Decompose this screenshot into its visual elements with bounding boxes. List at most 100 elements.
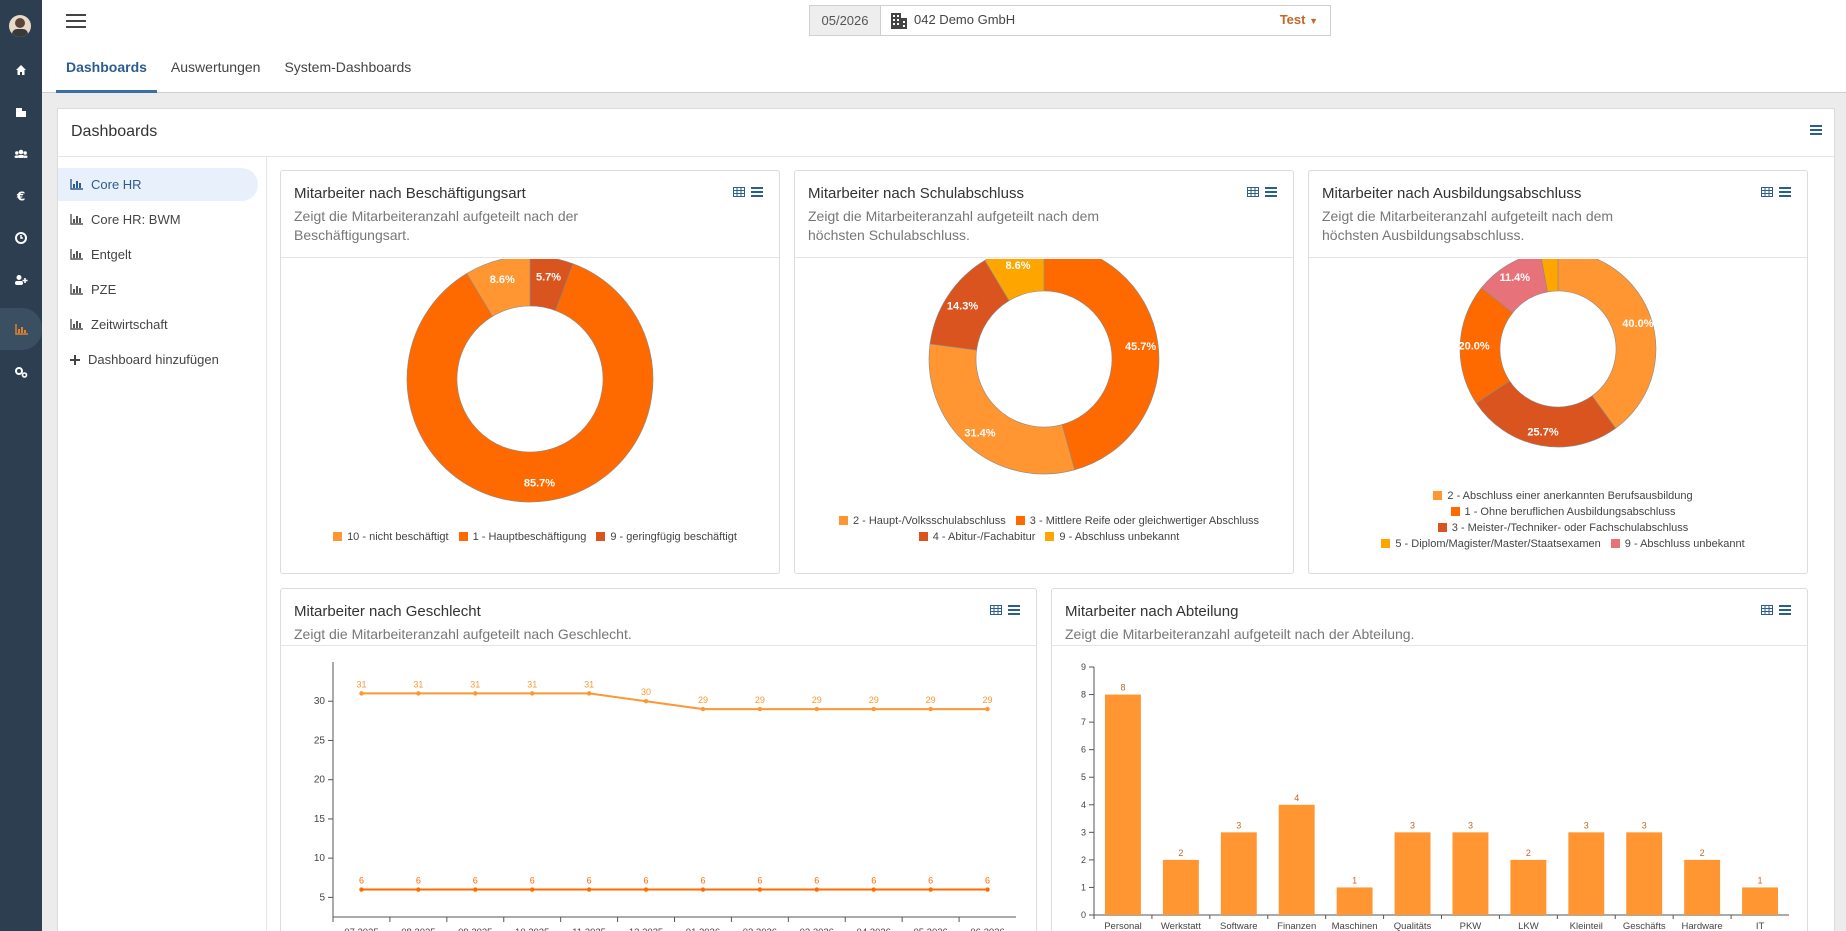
avatar[interactable] <box>9 15 31 37</box>
card-tools <box>1761 187 1791 197</box>
bar[interactable] <box>1394 832 1431 915</box>
add-dashboard-button[interactable]: Dashboard hinzufügen <box>58 343 258 376</box>
data-point[interactable] <box>586 887 592 892</box>
bar[interactable] <box>1278 804 1315 915</box>
data-point[interactable] <box>643 887 649 892</box>
bar[interactable] <box>1162 859 1199 915</box>
menu-icon[interactable] <box>751 187 763 197</box>
card-header: Mitarbeiter nach Abteilung Zeigt die Mit… <box>1052 589 1807 646</box>
legend-item[interactable]: 2 - Haupt-/Volksschulabschluss <box>829 515 1006 527</box>
menu-icon[interactable] <box>1265 187 1277 197</box>
gears-icon[interactable] <box>0 351 42 393</box>
dashboard-item-pze[interactable]: PZE <box>58 273 258 306</box>
data-point[interactable] <box>416 887 421 892</box>
table-icon[interactable] <box>733 187 745 197</box>
bar-chart-icon[interactable] <box>0 308 42 350</box>
bar[interactable] <box>1452 832 1489 915</box>
pie-slice[interactable] <box>1540 259 1559 293</box>
euro-icon[interactable]: € <box>0 175 42 217</box>
pie-slice[interactable] <box>928 343 1076 475</box>
data-point[interactable] <box>416 691 421 696</box>
series-line[interactable] <box>361 692 988 711</box>
donut-chart-beschaeftigungsart: 5.7% 85.7% 8.6% <box>406 259 654 503</box>
bar[interactable] <box>1568 832 1605 915</box>
data-point[interactable] <box>928 887 933 892</box>
tab-system-dashboards[interactable]: System-Dashboards <box>284 59 412 75</box>
data-point[interactable] <box>700 887 706 892</box>
bar[interactable] <box>1626 832 1663 915</box>
menu-icon[interactable] <box>1008 605 1020 615</box>
pie-slice[interactable] <box>984 259 1045 302</box>
legend-item[interactable]: 4 - Abitur-/Fachabitur <box>909 531 1035 543</box>
table-icon[interactable] <box>1247 187 1259 197</box>
pie-slice[interactable] <box>1043 259 1160 471</box>
data-point[interactable] <box>473 887 478 892</box>
legend-item[interactable]: 2 - Abschluss einer anerkannten Berufsau… <box>1423 490 1693 502</box>
legend-item[interactable]: 9 - Abschluss unbekannt <box>1035 531 1179 543</box>
legend-item[interactable]: 9 - Abschluss unbekannt <box>1601 538 1745 550</box>
data-point[interactable] <box>359 691 364 696</box>
tab-auswertungen[interactable]: Auswertungen <box>170 59 261 75</box>
data-point[interactable] <box>928 706 933 712</box>
pie-slice[interactable] <box>1557 259 1657 429</box>
dashboard-item-entgelt[interactable]: Entgelt <box>58 238 258 271</box>
menu-icon[interactable] <box>1779 187 1791 197</box>
table-icon[interactable] <box>1761 605 1773 615</box>
tab-dashboards[interactable]: Dashboards <box>56 57 157 93</box>
data-point[interactable] <box>359 887 364 892</box>
data-point[interactable] <box>871 887 876 892</box>
y-tick-label: 7 <box>1081 717 1086 727</box>
data-point[interactable] <box>643 699 649 704</box>
chart-legend: 2 - Abschluss einer anerkannten Berufsau… <box>1319 488 1797 552</box>
data-point[interactable] <box>530 691 535 696</box>
dashboard-item-zeitwirtschaft[interactable]: Zeitwirtschaft <box>58 308 258 341</box>
pie-slice[interactable] <box>466 259 531 317</box>
data-point[interactable] <box>985 706 990 712</box>
data-point[interactable] <box>586 691 592 696</box>
data-point[interactable] <box>814 706 819 712</box>
data-point[interactable] <box>814 887 819 892</box>
bar[interactable] <box>1336 887 1373 915</box>
data-point[interactable] <box>757 706 763 712</box>
pie-slice[interactable] <box>1475 380 1617 448</box>
home-icon[interactable] <box>0 49 42 91</box>
data-point[interactable] <box>530 887 535 892</box>
chevron-down-icon: ▼ <box>1309 16 1318 26</box>
bar[interactable] <box>1220 832 1257 915</box>
legend-item[interactable]: 3 - Meister-/Techniker- oder Fachschulab… <box>1428 522 1688 534</box>
bar[interactable] <box>1742 887 1778 915</box>
data-point[interactable] <box>871 706 876 712</box>
data-point[interactable] <box>757 887 763 892</box>
legend-item[interactable]: 10 - nicht beschäftigt <box>323 531 449 543</box>
data-point[interactable] <box>473 691 478 696</box>
pie-slice[interactable] <box>1480 259 1548 314</box>
legend-item[interactable]: 5 - Diplom/Magister/Master/Staatsexamen <box>1371 538 1601 550</box>
bar[interactable] <box>1684 859 1721 915</box>
environment-dropdown[interactable]: Test ▼ <box>1280 12 1318 27</box>
company-selector[interactable]: 05/2026 042 Demo GmbH Test ▼ <box>809 5 1331 36</box>
legend-item[interactable]: 1 - Hauptbeschäftigung <box>449 531 587 543</box>
legend-item[interactable]: 1 - Ohne beruflichen Ausbildungsabschlus… <box>1441 506 1675 518</box>
data-point[interactable] <box>700 706 706 712</box>
bar[interactable] <box>1510 859 1547 915</box>
table-icon[interactable] <box>990 605 1002 615</box>
bar[interactable] <box>1105 694 1141 915</box>
x-tick-label: Werkstatt <box>1161 921 1201 931</box>
period-field[interactable]: 05/2026 <box>810 6 881 35</box>
user-add-icon[interactable] <box>0 259 42 301</box>
legend-item[interactable]: 9 - geringfügig beschäftigt <box>586 531 737 543</box>
people-icon[interactable] <box>0 133 42 175</box>
hamburger-menu-icon[interactable] <box>66 14 86 30</box>
buildings-icon[interactable] <box>0 91 42 133</box>
data-point[interactable] <box>985 887 990 892</box>
subtitle-line: Zeigt die Mitarbeiteranzahl aufgeteilt n… <box>1322 208 1614 224</box>
menu-icon[interactable] <box>1779 605 1791 615</box>
legend-label: 1 - Hauptbeschäftigung <box>472 531 587 543</box>
dashboard-item-core-hr-bwm[interactable]: Core HR: BWM <box>58 203 258 236</box>
menu-icon[interactable] <box>1810 125 1822 135</box>
clock-icon[interactable] <box>0 217 42 259</box>
pie-slice[interactable] <box>406 263 654 503</box>
dashboard-item-core-hr[interactable]: Core HR <box>58 168 258 201</box>
table-icon[interactable] <box>1761 187 1773 197</box>
legend-item[interactable]: 3 - Mittlere Reife oder gleichwertiger A… <box>1006 515 1259 527</box>
